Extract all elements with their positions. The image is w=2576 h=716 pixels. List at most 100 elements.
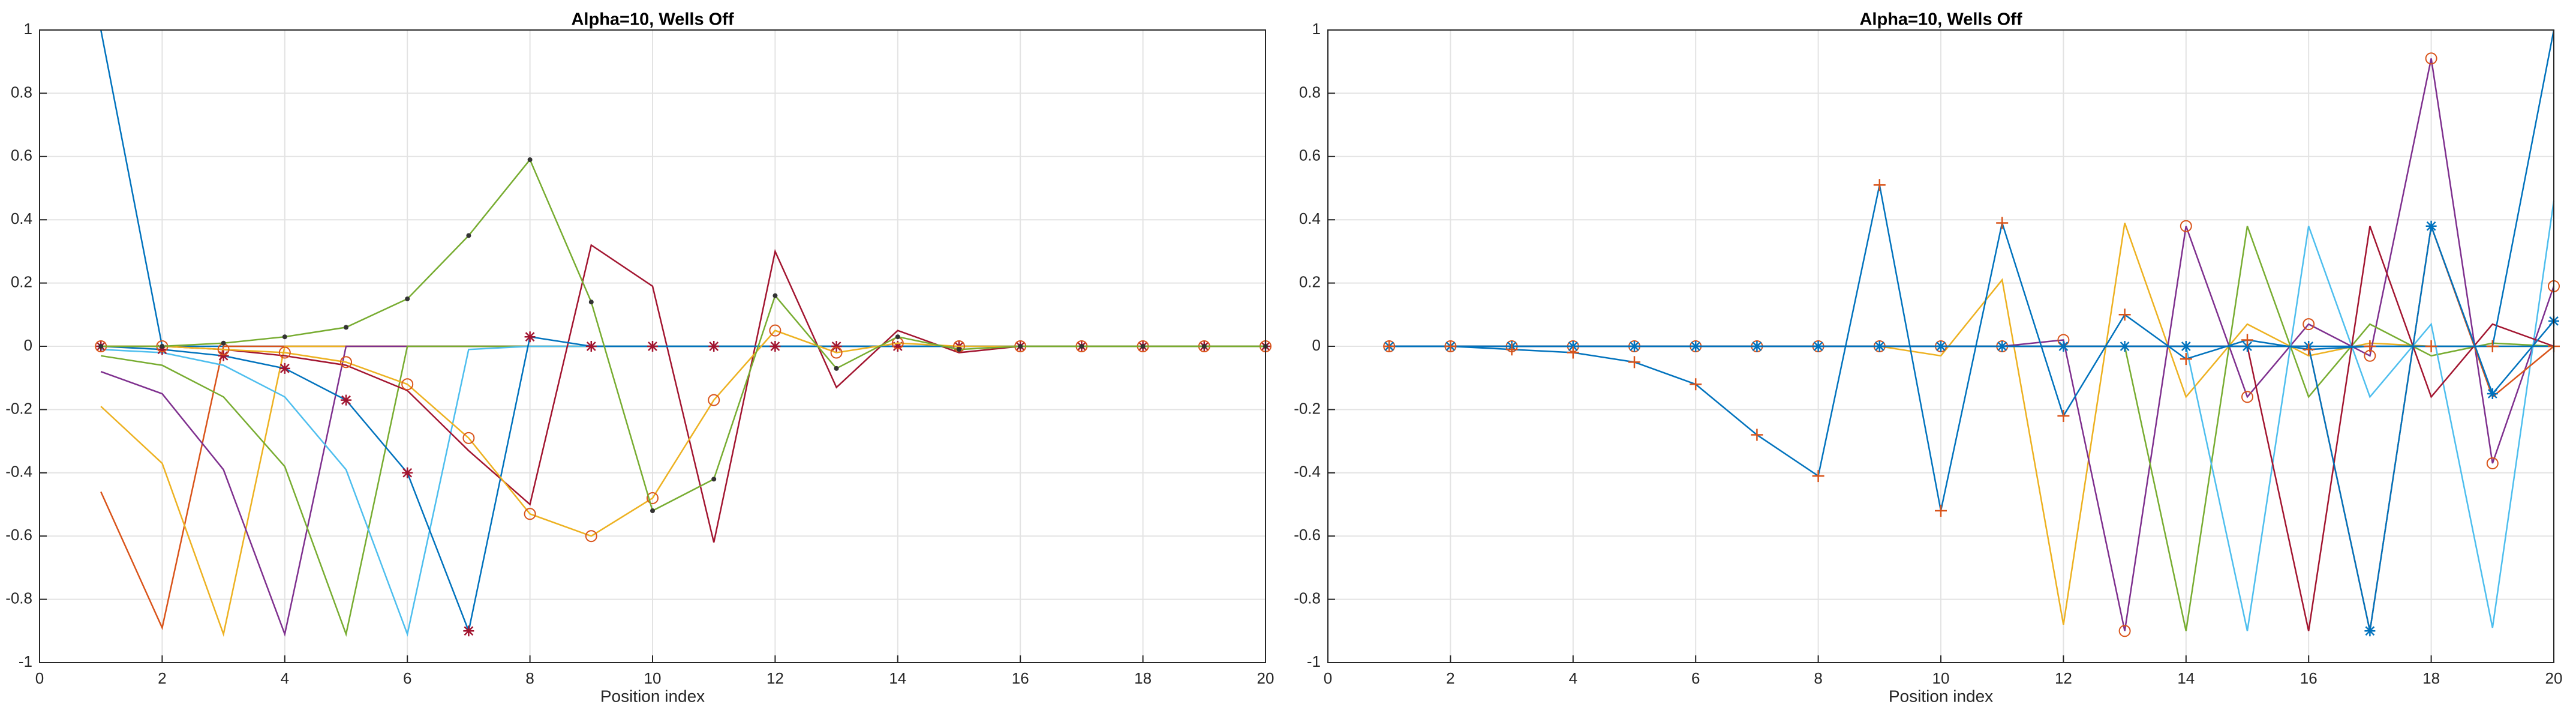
marker (892, 341, 903, 352)
y-tick-label: 1 (24, 20, 32, 38)
marker (769, 324, 781, 337)
marker (279, 363, 290, 374)
marker (2425, 220, 2437, 232)
x-tick-label: 0 (35, 669, 44, 687)
y-tick-label: 0.6 (1299, 146, 1321, 164)
y-tick-label: 0.8 (1299, 83, 1321, 101)
marker (524, 331, 536, 343)
marker (1079, 344, 1084, 349)
x-axis-label: Position index (1889, 687, 1993, 705)
marker (1935, 505, 1947, 517)
x-tick-label: 18 (2422, 669, 2440, 687)
x-tick-label: 4 (281, 669, 289, 687)
chart-title: Alpha=10, Wells Off (571, 10, 734, 29)
x-tick-label: 4 (1569, 669, 1577, 687)
x-axis-label: Position index (600, 687, 705, 705)
marker (1996, 217, 2009, 229)
axes-box (39, 29, 1266, 663)
marker (2486, 340, 2499, 352)
marker (585, 341, 597, 352)
marker (1444, 340, 1457, 352)
y-tick-label: 0 (1312, 336, 1321, 354)
marker (1873, 179, 1886, 191)
marker (1505, 343, 1518, 356)
marker (462, 432, 475, 444)
y-tick-label: 0.6 (11, 146, 32, 164)
marker (340, 356, 352, 369)
marker (647, 341, 658, 352)
marker (2425, 52, 2437, 65)
marker (98, 344, 104, 349)
axes: 0 2 4 6 8 10 12 14 16 18 20 -1 -0.8 -0.6 -0.4 -0.2 0 0.2 0… (5, 10, 1274, 706)
marker (2303, 318, 2315, 331)
marker (2241, 391, 2253, 403)
marker (402, 467, 413, 478)
x-tick-label: 20 (1257, 669, 1275, 687)
axes-box (1327, 29, 2554, 663)
marker (282, 334, 287, 340)
y-tick-label: 1 (1312, 20, 1321, 38)
marker (1567, 346, 1579, 359)
y-tick-label: -1 (19, 652, 32, 670)
marker (157, 344, 168, 355)
marker (2118, 625, 2131, 637)
x-tick-label: 0 (1324, 669, 1332, 687)
x-tick-label: 6 (1691, 669, 1700, 687)
marker (647, 492, 659, 504)
y-tick-label: 0.4 (1299, 209, 1321, 227)
marker (708, 394, 720, 406)
marker (405, 296, 410, 301)
marker (585, 530, 597, 543)
marker (2425, 340, 2437, 352)
x-tick-label: 16 (1012, 669, 1029, 687)
axes: 0 2 4 6 8 10 12 14 16 18 20 -1 -0.8 -0.6 -0.4 -0.2 0 0.2 0… (1294, 10, 2562, 706)
series-line (1389, 184, 2554, 511)
marker (770, 341, 781, 352)
y-tick-label: -0.8 (5, 589, 32, 607)
marker (711, 477, 717, 482)
x-tick-label: 10 (1932, 669, 1950, 687)
marker (278, 346, 291, 359)
x-tick-label: 10 (644, 669, 662, 687)
marker (466, 233, 471, 238)
x-tick-label: 6 (403, 669, 411, 687)
marker (957, 347, 961, 352)
y-tick-label: 0 (24, 336, 32, 354)
x-tick-label: 2 (1446, 669, 1454, 687)
y-tick-label: 0.2 (1299, 272, 1321, 290)
x-tick-label: 8 (1814, 669, 1822, 687)
marker (1751, 429, 1763, 441)
y-tick-label: -0.4 (5, 463, 32, 481)
marker (218, 350, 229, 361)
marker (2487, 388, 2498, 400)
y-tick-label: 0.2 (11, 272, 32, 290)
marker (1201, 344, 1207, 349)
marker (2364, 625, 2376, 637)
y-tick-label: -0.2 (5, 399, 32, 417)
marker (341, 394, 351, 406)
y-tick-label: 0.4 (11, 209, 32, 227)
x-tick-label: 18 (1134, 669, 1152, 687)
x-tick-label: 16 (2300, 669, 2318, 687)
x-tick-label: 14 (889, 669, 906, 687)
x-tick-label: 12 (767, 669, 784, 687)
marker (773, 293, 778, 298)
x-tick-label: 2 (158, 669, 166, 687)
marker (527, 157, 533, 163)
marker (708, 341, 720, 352)
series-line (101, 158, 1266, 512)
chart-title: Alpha=10, Wells Off (1859, 10, 2022, 29)
marker (160, 344, 165, 349)
y-tick-label: -0.4 (1294, 463, 1321, 481)
x-tick-label: 12 (2055, 669, 2072, 687)
x-tick-label: 20 (2545, 669, 2563, 687)
x-tick-label: 8 (525, 669, 534, 687)
marker (2241, 334, 2253, 346)
marker (650, 508, 655, 514)
y-tick-label: 0.8 (11, 83, 32, 101)
y-tick-label: -0.6 (5, 526, 32, 544)
x-tick-label: 14 (2177, 669, 2195, 687)
y-tick-label: -0.2 (1294, 399, 1321, 417)
marker (2180, 220, 2192, 232)
